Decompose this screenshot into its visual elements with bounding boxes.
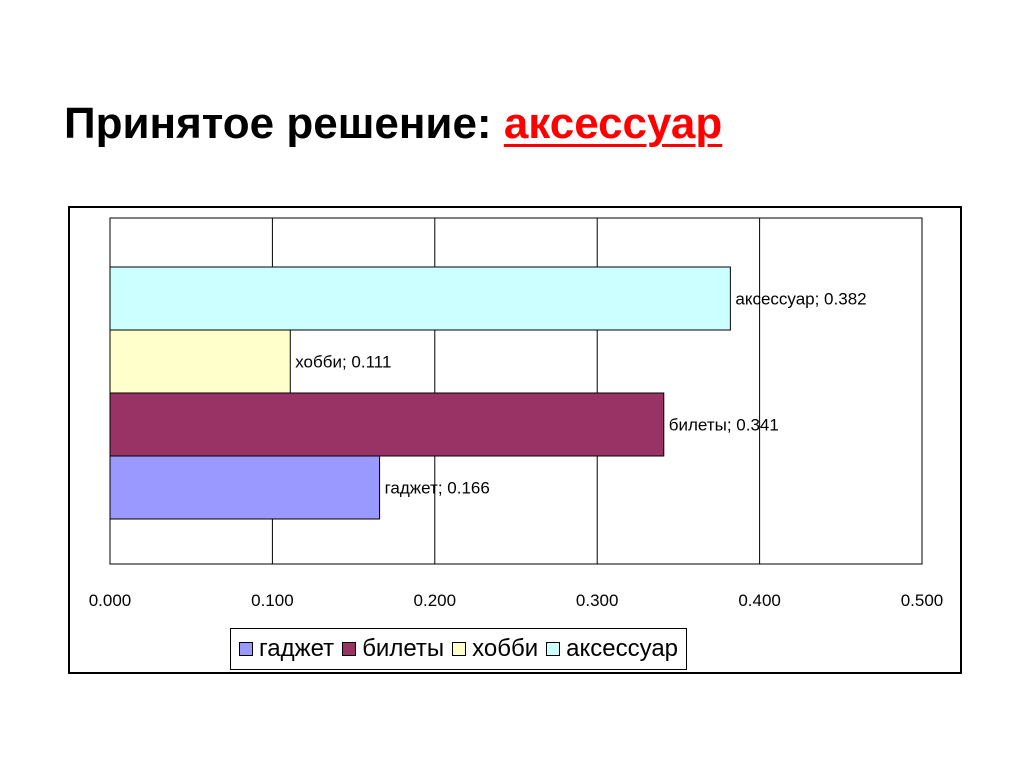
data-label: билеты; 0.341 — [669, 416, 779, 435]
data-label: аксессуар; 0.382 — [735, 290, 866, 309]
data-labels: гаджет; 0.166 билеты; 0.341 хобби; 0.111 ак… — [295, 290, 866, 498]
legend-label: билеты — [362, 635, 445, 662]
legend-swatch — [239, 642, 253, 656]
legend-label: хобби — [472, 635, 539, 662]
legend-item: хобби — [452, 635, 538, 663]
x-axis-ticks: 0.000 0.100 0.200 0.300 0.400 0.500 — [89, 591, 944, 610]
slide-title-prefix: Принятое решение: — [64, 99, 504, 148]
legend-swatch — [342, 642, 357, 656]
legend-label: гаджет — [259, 635, 335, 662]
legend-swatch — [546, 642, 561, 656]
bars — [109, 266, 731, 520]
bar-1 — [109, 455, 381, 520]
x-tick-label: 0.500 — [901, 591, 944, 610]
x-tick-label: 0.200 — [414, 591, 457, 610]
x-tick-label: 0.100 — [251, 591, 294, 610]
x-tick-label: 0.000 — [89, 591, 132, 610]
data-label: гаджет; 0.166 — [385, 479, 490, 498]
legend-item: аксессуар — [546, 635, 678, 663]
legend-label: аксессуар — [566, 635, 679, 662]
bar-2 — [109, 392, 665, 457]
legend-item: гаджет — [239, 635, 334, 663]
slide-title: Принятое решение: аксессуар — [64, 96, 722, 152]
bar-4 — [109, 266, 731, 331]
bar-3 — [109, 329, 291, 394]
legend-item: билеты — [342, 635, 444, 663]
legend-swatch — [452, 642, 467, 656]
data-label: хобби; 0.111 — [295, 353, 391, 372]
x-tick-label: 0.400 — [738, 591, 781, 610]
slide-title-highlight: аксессуар — [503, 99, 723, 148]
chart-legend: гаджет билеты хобби аксессуар — [230, 628, 688, 670]
x-tick-label: 0.300 — [576, 591, 619, 610]
